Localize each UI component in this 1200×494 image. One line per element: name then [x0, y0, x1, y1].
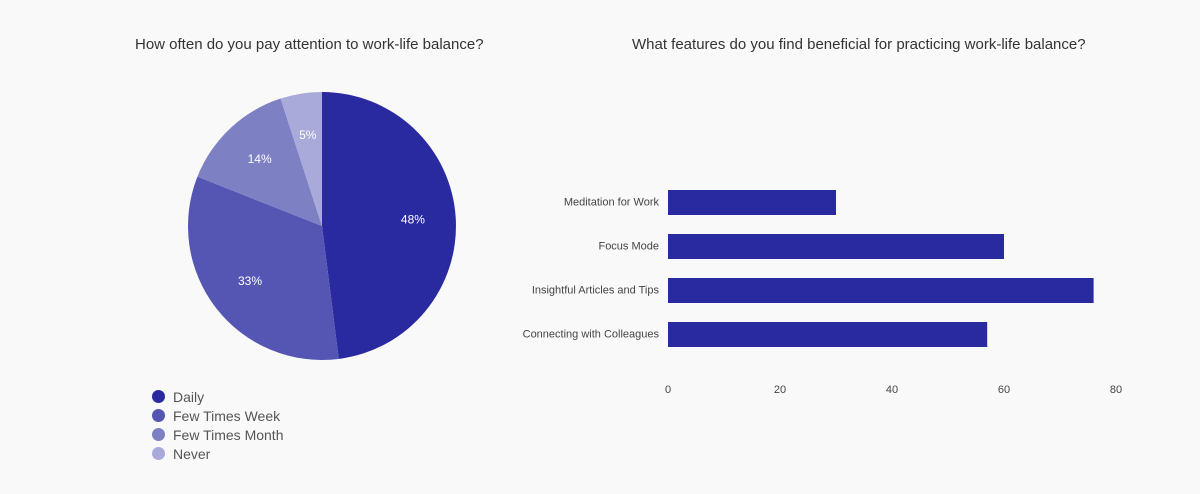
pie-slice-label-few-times-week: 33%	[238, 274, 262, 288]
legend-swatch-few-times-month	[152, 428, 165, 441]
category-label-connecting-with-colleagues: Connecting with Colleagues	[523, 328, 660, 340]
pie-slice-label-never: 5%	[299, 128, 317, 142]
x-tick-label-40: 40	[886, 384, 898, 396]
pie-slice-never	[280, 92, 322, 226]
legend-swatch-few-times-week	[152, 409, 165, 422]
legend-swatch-never	[152, 447, 165, 460]
x-tick-label-80: 80	[1110, 384, 1122, 396]
legend-item-few-times-month: Few Times Month	[152, 425, 283, 444]
bar-chart: Meditation for Work Focus Mode Insightful …	[523, 190, 1122, 396]
pie-slice-few-times-month	[197, 98, 322, 226]
category-label-meditation-for-work: Meditation for Work	[564, 196, 660, 208]
category-label-focus-mode: Focus Mode	[598, 240, 659, 252]
pie-slice-few-times-week	[188, 176, 339, 360]
bar-insightful-articles-and-tips	[668, 278, 1094, 303]
legend-label: Never	[173, 445, 211, 462]
category-label-insightful-articles-and-tips: Insightful Articles and Tips	[532, 284, 660, 296]
bar-connecting-with-colleagues	[668, 322, 988, 347]
pie-chart: 48% 33% 14% 5%	[188, 92, 456, 360]
bar-chart-title: What features do you find beneficial for…	[632, 36, 1086, 53]
legend-item-daily: Daily	[152, 387, 283, 406]
legend-item-never: Never	[152, 444, 283, 463]
pie-legend: Daily Few Times Week Few Times Month Nev…	[152, 387, 283, 463]
legend-label: Daily	[173, 388, 205, 405]
pie-slice-label-daily: 48%	[401, 212, 425, 226]
pie-chart-title: How often do you pay attention to work-l…	[135, 36, 484, 53]
legend-label: Few Times Week	[173, 407, 281, 424]
legend-label: Few Times Month	[173, 426, 284, 443]
legend-item-few-times-week: Few Times Week	[152, 406, 283, 425]
bar-meditation-for-work	[668, 190, 836, 215]
pie-slice-daily	[322, 92, 456, 359]
x-tick-label-0: 0	[665, 384, 671, 396]
x-tick-label-60: 60	[998, 384, 1010, 396]
pie-slice-label-few-times-month: 14%	[248, 152, 272, 166]
bar-focus-mode	[668, 234, 1004, 259]
x-tick-label-20: 20	[774, 384, 786, 396]
legend-swatch-daily	[152, 390, 165, 403]
